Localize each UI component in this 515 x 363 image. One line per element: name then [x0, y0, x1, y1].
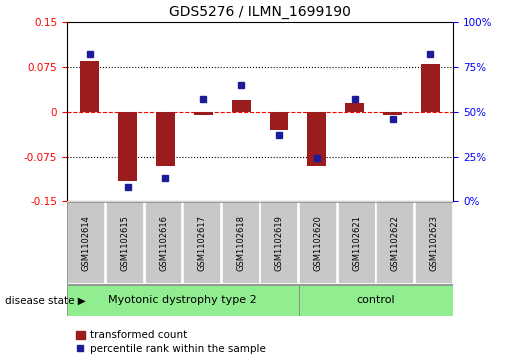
Text: GSM1102620: GSM1102620 [314, 215, 322, 271]
Text: GSM1102622: GSM1102622 [391, 215, 400, 271]
Bar [269, 112, 288, 130]
Text: GSM1102615: GSM1102615 [121, 215, 129, 271]
Bar [415, 202, 453, 284]
Bar [376, 202, 414, 284]
Text: disease state ▶: disease state ▶ [5, 295, 86, 305]
Text: GSM1102619: GSM1102619 [275, 215, 284, 271]
Bar [222, 202, 260, 284]
Bar [67, 285, 299, 316]
Bar [145, 202, 182, 284]
Legend: transformed count, percentile rank within the sample: transformed count, percentile rank withi… [72, 326, 270, 358]
Bar [421, 64, 440, 112]
Bar [299, 285, 453, 316]
Bar [299, 202, 337, 284]
Bar [156, 112, 175, 166]
Text: GSM1102614: GSM1102614 [82, 215, 91, 271]
Text: GSM1102617: GSM1102617 [198, 215, 207, 271]
Bar [118, 112, 137, 180]
Bar [67, 202, 105, 284]
Bar [80, 61, 99, 112]
Text: GSM1102623: GSM1102623 [430, 215, 438, 271]
Bar [307, 112, 327, 166]
Text: control: control [357, 295, 396, 305]
Text: GSM1102618: GSM1102618 [236, 215, 245, 271]
Bar [345, 103, 364, 112]
Bar [194, 112, 213, 115]
Text: GSM1102621: GSM1102621 [352, 215, 361, 271]
Text: GSM1102616: GSM1102616 [159, 215, 168, 271]
Bar [232, 100, 251, 112]
Bar [383, 112, 402, 115]
Text: Myotonic dystrophy type 2: Myotonic dystrophy type 2 [109, 295, 257, 305]
Bar [261, 202, 298, 284]
Bar [106, 202, 144, 284]
Title: GDS5276 / ILMN_1699190: GDS5276 / ILMN_1699190 [169, 5, 351, 19]
Bar [338, 202, 375, 284]
Bar [183, 202, 221, 284]
